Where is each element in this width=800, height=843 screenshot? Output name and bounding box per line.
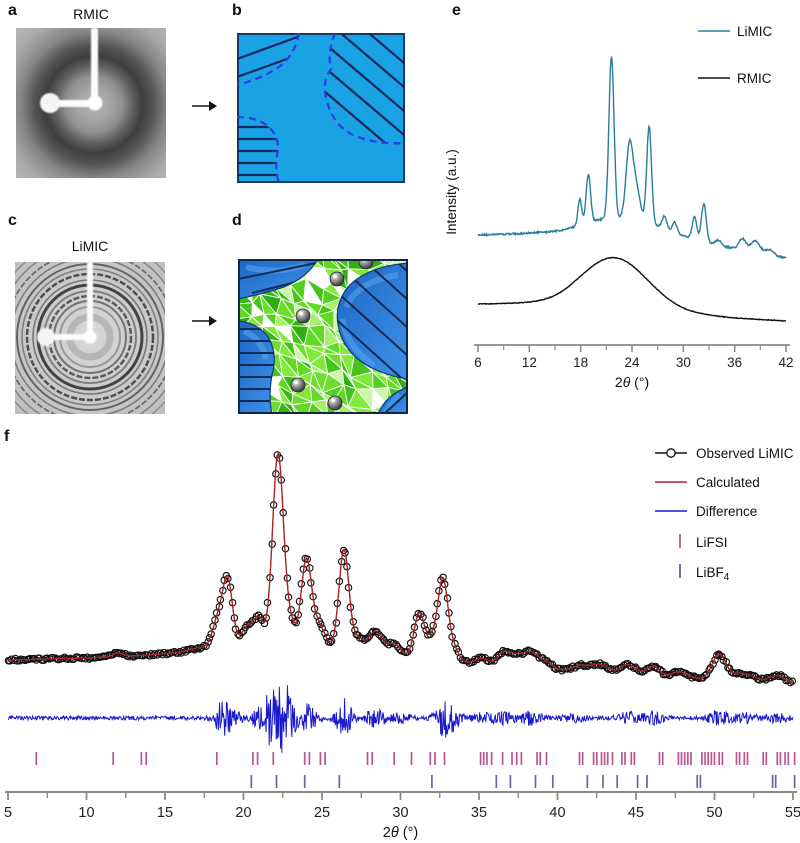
legend-label: Observed LiMIC (696, 446, 794, 461)
domain-boundary-dashed (237, 33, 301, 87)
svg-text:45: 45 (628, 805, 644, 821)
svg-text:30: 30 (676, 355, 691, 370)
legend-label: Difference (696, 504, 757, 519)
svg-text:10: 10 (78, 805, 94, 821)
svg-text:18: 18 (573, 355, 588, 370)
xrd-comparison-chart: 6 12 18 24 30 36 42 2θ (°) Intensity (a.u.) LiMIC… (444, 24, 794, 390)
svg-text:25: 25 (314, 805, 330, 821)
beamstop-icon (40, 28, 103, 113)
legend-label: LiMIC (737, 24, 773, 39)
panel-e-label: e (452, 2, 461, 19)
legend-label: LiBF4 (696, 565, 730, 583)
svg-text:24: 24 (624, 355, 640, 370)
series-difference (7, 685, 794, 753)
panel-c-label: c (8, 212, 17, 229)
domain-hatch-lines (238, 328, 275, 402)
svg-text:5: 5 (4, 805, 12, 821)
arrow-right-icon (192, 316, 217, 326)
svg-text:30: 30 (392, 805, 408, 821)
panel-a-title: RMIC (73, 6, 109, 22)
panel-f-label: f (4, 428, 10, 445)
series-calculated (8, 451, 794, 684)
svg-text:42: 42 (778, 355, 793, 370)
limic-diffraction-image (15, 262, 165, 414)
panel-d-label: d (232, 212, 242, 229)
beamstop-icon (37, 262, 97, 346)
rietveld-refinement-chart: 5 10 15 20 25 30 35 40 45 50 55 2θ (°) Observed LiMI… (4, 446, 800, 841)
x-axis-label: 2θ (°) (383, 825, 418, 841)
lithium-ion-sphere (329, 271, 345, 287)
svg-text:15: 15 (157, 805, 173, 821)
y-axis-label: Intensity (a.u.) (444, 149, 459, 235)
x-axis-label: 2θ (°) (615, 374, 649, 390)
series-RMIC (477, 256, 787, 322)
panel-c-title: LiMIC (71, 238, 109, 254)
domain-boundary-dashed (237, 115, 281, 183)
svg-text:40: 40 (549, 805, 565, 821)
svg-text:50: 50 (706, 805, 722, 821)
series-LiMIC (477, 56, 787, 260)
panel-b-label: b (232, 2, 242, 19)
legend: Observed LiMIC Calculated Difference LiFSI L… (655, 446, 794, 583)
svg-text:20: 20 (235, 805, 251, 821)
lithium-ion-sphere (290, 377, 306, 393)
svg-text:35: 35 (471, 805, 487, 821)
x-axis: 5 10 15 20 25 30 35 40 45 50 55 (4, 791, 800, 821)
lithium-ion-sphere (327, 395, 343, 411)
series-observed (4, 451, 797, 687)
bragg-ticks-LiFSI (35, 752, 796, 765)
matrix-region (237, 33, 405, 183)
legend-label: LiFSI (696, 535, 728, 550)
svg-text:36: 36 (727, 355, 742, 370)
hatched-domain (237, 125, 279, 177)
legend-label: RMIC (737, 71, 772, 86)
svg-text:55: 55 (785, 805, 800, 821)
ordered-domain (238, 320, 275, 414)
domain-boundary-dashed (323, 33, 405, 145)
svg-text:6: 6 (474, 355, 482, 370)
panel-a-label: a (8, 2, 17, 19)
rmic-diffraction-image (16, 28, 166, 178)
domain-hatch-lines (238, 262, 317, 294)
rmic-schematic (237, 33, 405, 183)
lithium-ion-sphere (295, 308, 311, 324)
svg-text:12: 12 (522, 355, 537, 370)
bragg-ticks-LiBF4 (250, 775, 796, 788)
legend-label: Calculated (696, 475, 760, 490)
legend: LiMIC RMIC (698, 24, 773, 86)
arrow-right-icon (192, 101, 217, 111)
limic-schematic (238, 259, 408, 414)
domain-hatch-lines (383, 391, 408, 414)
x-axis: 6 12 18 24 30 36 42 (474, 344, 794, 370)
